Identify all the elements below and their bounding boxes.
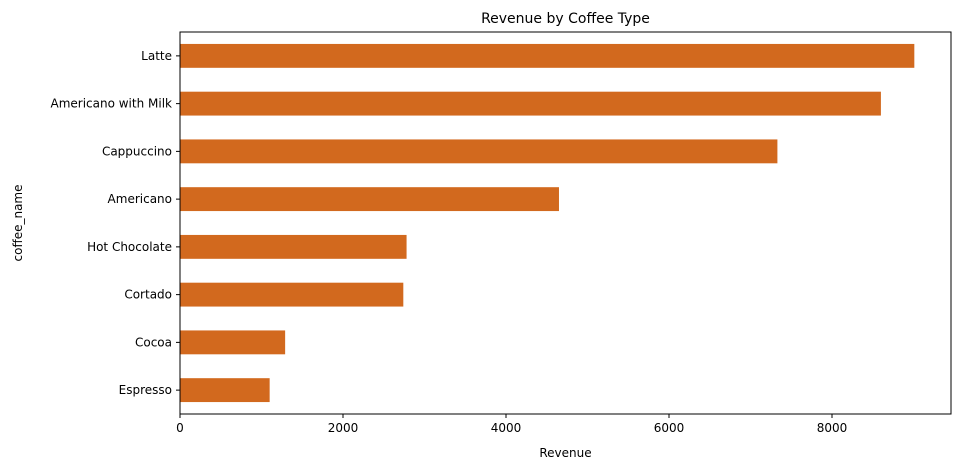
- x-tick-label: 8000: [817, 421, 848, 435]
- axes-group: [179, 31, 952, 415]
- bar-cocoa: [180, 330, 286, 355]
- x-axis-title: Revenue: [539, 446, 591, 460]
- y-axis-title: coffee_name: [11, 184, 25, 261]
- y-tick-label: Americano with Milk: [50, 97, 172, 111]
- y-tick-label: Espresso: [119, 383, 172, 397]
- bars-group: [180, 43, 915, 403]
- y-tick-label: Americano: [108, 192, 172, 206]
- x-tick-labels: 0 2000 4000 6000 8000: [176, 414, 847, 435]
- y-tick-label: Cappuccino: [102, 144, 172, 158]
- bar-cortado: [180, 282, 404, 307]
- bar-americano-with-milk: [180, 91, 881, 116]
- y-tick-label: Hot Chocolate: [87, 240, 172, 254]
- x-tick-label: 4000: [491, 421, 522, 435]
- plot-frame: [179, 31, 952, 415]
- y-tick-label: Latte: [141, 49, 172, 63]
- bar-espresso: [180, 378, 270, 403]
- bar-hot-chocolate: [180, 234, 407, 259]
- y-tick-label: Cortado: [124, 288, 172, 302]
- bar-cappuccino: [180, 139, 778, 164]
- bar-latte: [180, 43, 915, 68]
- y-tick-labels: Latte Americano with Milk Cappuccino Americ…: [50, 49, 180, 397]
- y-tick-label: Cocoa: [135, 335, 172, 349]
- x-tick-label: 2000: [328, 421, 359, 435]
- x-tick-label: 0: [176, 421, 184, 435]
- bar-americano: [180, 187, 559, 212]
- x-tick-label: 6000: [654, 421, 685, 435]
- chart-title: Revenue by Coffee Type: [481, 11, 650, 27]
